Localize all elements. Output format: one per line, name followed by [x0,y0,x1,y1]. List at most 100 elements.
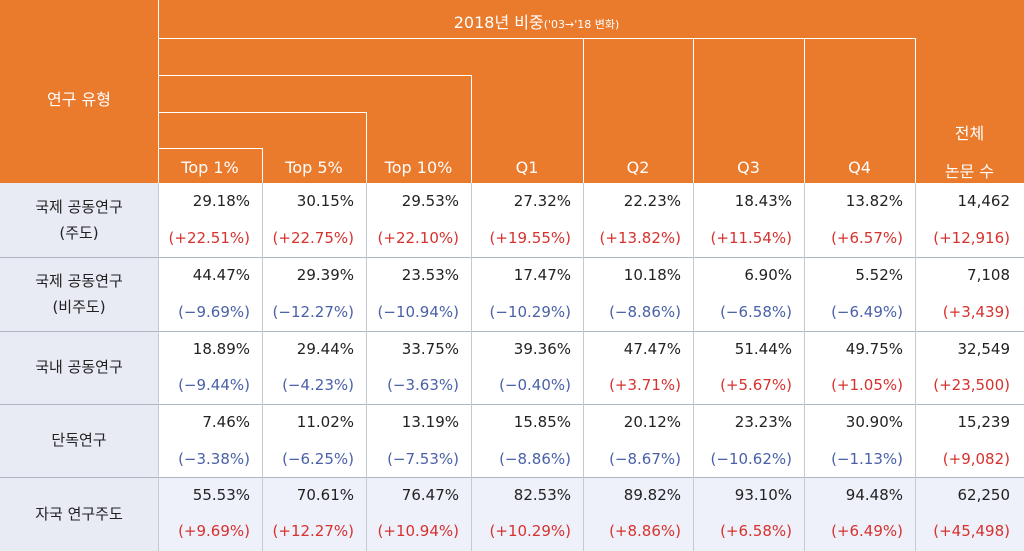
row-label-line: 국제 공동연구 [35,198,123,216]
value-cell: 94.48% [845,486,903,504]
row-divider [0,257,1024,258]
value-cell: 27.32% [513,192,571,210]
total-cell: 15,239 [957,413,1011,431]
col-header-top5: Top 5% [285,158,343,177]
change-cell: (−10.29%) [489,303,571,321]
value-cell: 6.90% [744,266,792,284]
col-header-q4: Q4 [848,158,871,177]
divider-q1-q2 [583,38,584,183]
col-divider [693,183,694,551]
change-cell: (−6.58%) [720,303,792,321]
change-cell: (+12,916) [933,229,1010,247]
col-divider [471,183,472,551]
change-cell: (−7.53%) [387,450,459,468]
value-cell: 55.53% [192,486,250,504]
col-divider [915,183,916,551]
change-cell: (+6.57%) [831,229,903,247]
value-cell: 7.46% [202,413,250,431]
col-divider [158,183,159,551]
col-divider [583,183,584,551]
row-label-line: (주도) [59,224,99,242]
change-cell: (−8.86%) [609,303,681,321]
bracket-top1 [158,148,263,184]
share-header-main: 2018년 비중 [453,13,544,32]
value-cell: 13.19% [401,413,459,431]
share-header-sub: ('03→'18 변화) [543,18,620,31]
value-cell: 22.23% [623,192,681,210]
value-cell: 13.82% [845,192,903,210]
value-cell: 18.43% [734,192,792,210]
value-cell: 11.02% [296,413,354,431]
value-cell: 29.44% [296,340,354,358]
value-cell: 49.75% [845,340,903,358]
row-label-intl-nonlead: 국제 공동연구 (비주도) [0,268,158,320]
row-divider [0,404,1024,405]
change-cell: (+5.67%) [720,376,792,394]
change-cell: (+9.69%) [178,522,250,540]
row-label-domestic: 국내 공동연구 [0,354,158,380]
value-cell: 15.85% [513,413,571,431]
change-cell: (−3.63%) [387,376,459,394]
total-cell: 62,250 [957,486,1011,504]
highlight-row-bg [0,477,1024,551]
row-type-header: 연구 유형 [47,90,111,109]
change-cell: (−1.13%) [831,450,903,468]
value-cell: 17.47% [513,266,571,284]
value-cell: 44.47% [192,266,250,284]
change-cell: (−9.44%) [178,376,250,394]
col-header-total-line1: 전체 [954,124,985,143]
change-cell: (−3.38%) [178,450,250,468]
change-cell: (+13.82%) [599,229,681,247]
change-cell: (+10.29%) [489,522,571,540]
col-header-q3: Q3 [737,158,760,177]
row-label-column [0,183,158,551]
row-label-single: 단독연구 [0,427,158,453]
change-cell: (−9.69%) [178,303,250,321]
bracket-q [158,38,916,184]
col-divider [262,183,263,551]
row-divider [0,477,1024,478]
value-cell: 30.15% [296,192,354,210]
change-cell: (+12.27%) [272,522,354,540]
table-header [0,0,1024,183]
change-cell: (−6.49%) [831,303,903,321]
divider-q3-q4 [804,38,805,183]
total-cell: 14,462 [957,192,1011,210]
value-cell: 33.75% [401,340,459,358]
change-cell: (+8.86%) [609,522,681,540]
total-cell: 7,108 [967,266,1010,284]
bracket-top5 [158,112,367,184]
value-cell: 23.53% [401,266,459,284]
row-label-line: 단독연구 [51,431,107,449]
share-header: 2018년 비중('03→'18 변화) [158,9,915,33]
value-cell: 76.47% [401,486,459,504]
change-cell: (+45,498) [933,522,1010,540]
header-divider [158,0,159,183]
value-cell: 82.53% [513,486,571,504]
change-cell: (+19.55%) [489,229,571,247]
value-cell: 30.90% [845,413,903,431]
value-cell: 39.36% [513,340,571,358]
change-cell: (+11.54%) [710,229,792,247]
col-header-q1: Q1 [515,158,539,177]
col-header-q2: Q2 [626,158,650,177]
value-cell: 29.53% [401,192,459,210]
change-cell: (−10.62%) [710,450,792,468]
change-cell: (−6.25%) [282,450,354,468]
row-label-line: 국내 공동연구 [35,358,123,376]
total-cell: 32,549 [957,340,1011,358]
value-cell: 29.39% [296,266,354,284]
divider-q2-q3 [693,38,694,183]
value-cell: 5.52% [855,266,903,284]
change-cell: (−4.23%) [282,376,354,394]
change-cell: (+3,439) [942,303,1010,321]
row-divider [0,331,1024,332]
col-header-top10: Top 10% [384,158,453,177]
value-cell: 89.82% [623,486,681,504]
change-cell: (+6.49%) [831,522,903,540]
change-cell: (−12.27%) [272,303,354,321]
value-cell: 18.89% [192,340,250,358]
value-cell: 23.23% [734,413,792,431]
change-cell: (+22.10%) [377,229,459,247]
change-cell: (+9,082) [942,450,1010,468]
